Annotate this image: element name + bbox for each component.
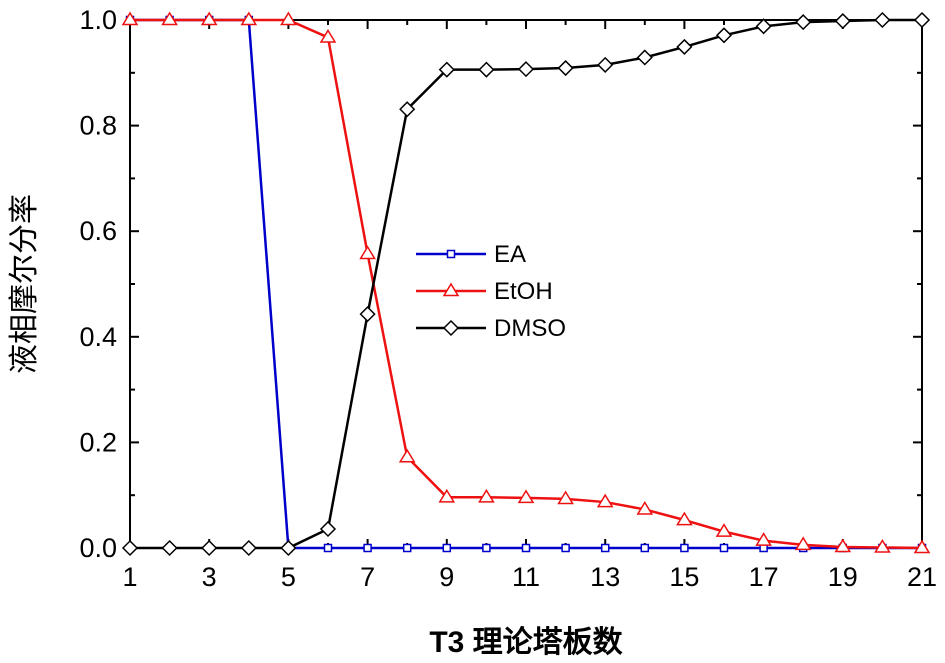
data-point-ea	[640, 543, 650, 553]
x-tick-label: 9	[439, 562, 454, 592]
x-tick-label: 19	[828, 562, 858, 592]
series-dmso	[121, 11, 931, 557]
data-point-etoh	[280, 11, 297, 26]
data-point-ea	[719, 543, 729, 553]
data-point-ea	[442, 543, 452, 553]
legend-marker-ea	[446, 249, 456, 259]
x-tick-label: 11	[512, 562, 540, 592]
data-point-dmso	[676, 38, 693, 55]
data-point-etoh	[161, 11, 178, 26]
data-point-dmso	[438, 61, 455, 78]
data-point-etoh	[913, 539, 931, 554]
data-point-dmso	[240, 539, 257, 557]
data-point-etoh	[517, 489, 535, 504]
data-point-ea	[402, 543, 412, 553]
data-point-dmso	[201, 539, 218, 557]
data-point-dmso	[161, 539, 178, 557]
data-point-etoh	[557, 490, 574, 505]
data-point-dmso	[121, 539, 139, 557]
data-point-dmso	[795, 14, 812, 31]
series-etoh	[121, 11, 931, 554]
data-point-ea	[482, 543, 491, 553]
data-point-dmso	[715, 27, 733, 44]
data-point-ea	[521, 543, 531, 553]
data-point-etoh	[636, 501, 654, 515]
data-point-etoh	[200, 11, 218, 26]
x-tick-label: 3	[202, 562, 217, 592]
data-point-dmso	[874, 11, 891, 29]
y-tick-label: 1.0	[79, 5, 117, 35]
data-point-dmso	[913, 11, 931, 29]
data-point-etoh	[319, 28, 337, 43]
x-tick-label: 5	[281, 562, 296, 592]
axis-ticks: 1 3 5 7 9 11 13 15 17 19 210.00.20.40.60.81.0	[79, 5, 937, 592]
x-tick-label: 17	[749, 562, 779, 592]
y-axis-title: 液相摩尔分率	[8, 194, 41, 374]
data-point-dmso	[517, 61, 535, 78]
data-point-ea	[363, 543, 372, 553]
legend-marker-etoh	[442, 282, 460, 297]
series-layer	[121, 11, 931, 557]
data-point-dmso	[478, 61, 495, 78]
x-axis-title: T3 理论塔板数	[429, 626, 623, 659]
data-point-etoh	[478, 488, 495, 503]
data-point-ea	[680, 543, 689, 553]
data-point-etoh	[676, 511, 693, 526]
y-tick-label: 0.2	[79, 427, 117, 457]
data-point-etoh	[794, 536, 812, 551]
x-tick-label: 21	[907, 562, 937, 592]
legend-label-ea: EA	[494, 241, 526, 268]
x-tick-label: 13	[590, 562, 620, 592]
y-tick-label: 0.8	[79, 111, 117, 141]
data-point-dmso	[557, 59, 574, 77]
y-tick-label: 0.0	[79, 533, 117, 563]
data-point-dmso	[280, 539, 297, 557]
legend: EA EtOH DMSO	[416, 241, 566, 342]
data-point-dmso	[755, 18, 772, 35]
data-point-etoh	[240, 11, 258, 26]
data-point-dmso	[319, 520, 337, 538]
data-point-etoh	[398, 448, 416, 463]
data-point-etoh	[715, 523, 733, 537]
y-tick-label: 0.4	[79, 322, 117, 352]
data-point-ea	[600, 543, 610, 553]
data-point-etoh	[121, 11, 139, 26]
data-point-dmso	[399, 101, 416, 118]
data-point-etoh	[438, 488, 456, 503]
data-point-etoh	[755, 532, 772, 546]
x-tick-label: 7	[360, 562, 375, 592]
data-point-etoh	[359, 245, 376, 260]
legend-marker-dmso	[442, 319, 460, 337]
legend-label-etoh: EtOH	[494, 278, 553, 305]
data-point-dmso	[636, 49, 653, 66]
legend-label-dmso: DMSO	[494, 315, 566, 342]
data-point-dmso	[597, 56, 614, 73]
data-point-etoh	[874, 539, 891, 553]
data-point-ea	[323, 543, 333, 553]
x-tick-label: 15	[669, 562, 699, 592]
data-point-etoh	[596, 493, 614, 508]
y-tick-label: 0.6	[79, 216, 117, 246]
data-point-etoh	[834, 538, 852, 553]
x-tick-label: 1	[122, 562, 137, 592]
data-point-dmso	[359, 306, 376, 323]
data-point-ea	[561, 543, 570, 553]
data-point-dmso	[834, 12, 851, 30]
